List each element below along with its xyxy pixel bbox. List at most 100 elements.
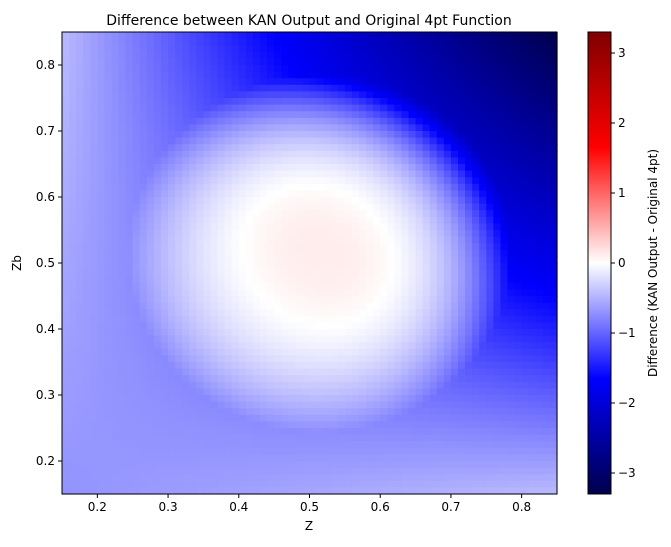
heatmap-cell xyxy=(500,243,509,251)
heatmap-cell xyxy=(175,117,183,125)
heatmap-cell xyxy=(111,236,120,244)
heatmap-cell xyxy=(316,91,325,99)
heatmap-cell xyxy=(429,183,438,191)
heatmap-cell xyxy=(535,342,544,350)
heatmap-cell xyxy=(521,263,530,271)
heatmap-cell xyxy=(90,329,98,337)
heatmap-cell xyxy=(210,276,219,284)
heatmap-cell xyxy=(380,223,388,231)
heatmap-cell xyxy=(210,381,219,389)
heatmap-cell xyxy=(274,203,282,211)
heatmap-cell xyxy=(288,203,296,211)
heatmap-cell xyxy=(76,467,84,475)
heatmap-cell xyxy=(344,177,353,185)
heatmap-cell xyxy=(429,256,438,264)
heatmap-cell xyxy=(429,197,438,205)
heatmap-cell xyxy=(415,395,424,403)
heatmap-cell xyxy=(245,91,254,99)
heatmap-cell xyxy=(337,210,346,218)
heatmap-cell xyxy=(252,38,261,46)
heatmap-cell xyxy=(196,381,205,389)
heatmap-cell xyxy=(302,276,311,284)
heatmap-cell xyxy=(380,348,388,356)
heatmap-cell xyxy=(90,98,98,106)
heatmap-cell xyxy=(203,395,212,403)
heatmap-cell xyxy=(450,243,459,251)
heatmap-cell xyxy=(450,388,459,396)
heatmap-cell xyxy=(139,474,148,482)
heatmap-cell xyxy=(549,78,558,86)
heatmap-cell xyxy=(359,381,367,389)
heatmap-cell xyxy=(479,454,487,462)
colorbar-tick-label: 0 xyxy=(618,256,626,270)
heatmap-cell xyxy=(104,454,113,462)
heatmap-cell xyxy=(366,84,374,92)
heatmap-cell xyxy=(472,170,480,178)
heatmap-cell xyxy=(535,137,544,145)
heatmap-cell xyxy=(507,414,516,422)
heatmap-cell xyxy=(104,408,113,416)
heatmap-cell xyxy=(465,249,473,257)
heatmap-cell xyxy=(479,65,487,73)
heatmap-cell xyxy=(486,381,494,389)
heatmap-cell xyxy=(436,480,445,488)
heatmap-cell xyxy=(507,408,516,416)
heatmap-cell xyxy=(203,263,212,271)
heatmap-cell xyxy=(274,467,282,475)
heatmap-cell xyxy=(472,223,480,231)
heatmap-cell xyxy=(458,164,466,172)
heatmap-cell xyxy=(245,263,254,271)
heatmap-cell xyxy=(90,315,98,323)
heatmap-cell xyxy=(344,467,353,475)
heatmap-cell xyxy=(330,249,339,257)
heatmap-cell xyxy=(267,263,275,271)
heatmap-cell xyxy=(189,164,197,172)
heatmap-cell xyxy=(549,362,558,370)
heatmap-cell xyxy=(408,256,417,264)
heatmap-cell xyxy=(465,395,473,403)
heatmap-cell xyxy=(549,137,558,145)
heatmap-cell xyxy=(549,368,558,376)
heatmap-cell xyxy=(542,395,551,403)
heatmap-cell xyxy=(83,362,91,370)
heatmap-cell xyxy=(415,177,424,185)
heatmap-cell xyxy=(210,78,219,86)
heatmap-cell xyxy=(245,58,254,66)
heatmap-cell xyxy=(458,223,466,231)
heatmap-cell xyxy=(429,170,438,178)
heatmap-cell xyxy=(252,480,261,488)
heatmap-cell xyxy=(373,348,381,356)
heatmap-cell xyxy=(429,45,438,53)
heatmap-cell xyxy=(422,223,431,231)
heatmap-cell xyxy=(274,124,282,132)
heatmap-cell xyxy=(231,263,240,271)
heatmap-cell xyxy=(450,428,459,436)
heatmap-cell xyxy=(203,276,212,284)
heatmap-cell xyxy=(238,421,247,429)
heatmap-cell xyxy=(429,32,438,40)
heatmap-cell xyxy=(83,256,91,264)
heatmap-cell xyxy=(521,329,530,337)
heatmap-cell xyxy=(210,243,219,251)
heatmap-cell xyxy=(111,296,120,304)
heatmap-cell xyxy=(189,269,197,277)
heatmap-cell xyxy=(175,335,183,343)
heatmap-cell xyxy=(83,322,91,330)
heatmap-cell xyxy=(323,45,332,53)
heatmap-cell xyxy=(274,368,282,376)
heatmap-cell xyxy=(175,362,183,370)
heatmap-cell xyxy=(486,263,494,271)
heatmap-cell xyxy=(450,91,459,99)
heatmap-cell xyxy=(373,78,381,86)
heatmap-cell xyxy=(500,322,509,330)
heatmap-cell xyxy=(288,65,296,73)
heatmap-cell xyxy=(62,480,70,488)
heatmap-cell xyxy=(175,263,183,271)
heatmap-cell xyxy=(330,183,339,191)
heatmap-cell xyxy=(535,487,544,495)
heatmap-cell xyxy=(83,249,91,257)
heatmap-cell xyxy=(443,256,452,264)
heatmap-cell xyxy=(125,38,134,46)
heatmap-cell xyxy=(245,216,254,224)
heatmap-cell xyxy=(125,91,134,99)
